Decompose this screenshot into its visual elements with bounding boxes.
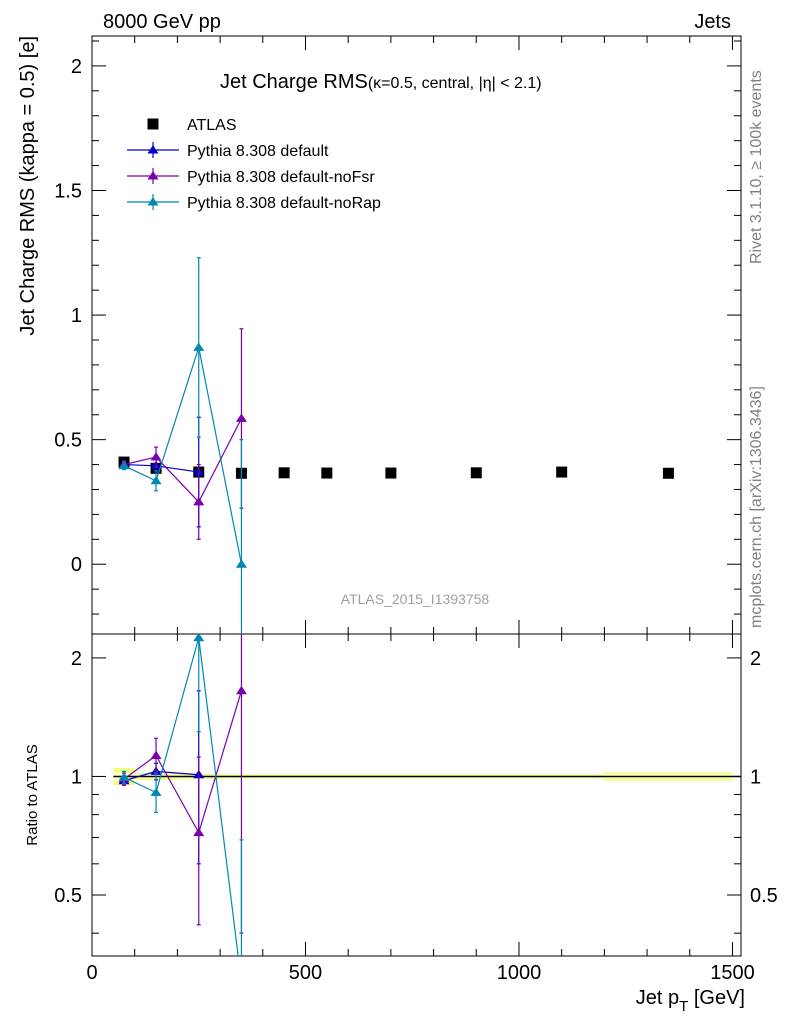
- ratio-marker-2: [150, 787, 162, 797]
- legend-entry-label: Pythia 8.308 default-noFsr: [187, 169, 375, 186]
- y-axis-label: Jet Charge RMS (kappa = 0.5) [e]: [17, 36, 39, 336]
- legend-marker: [147, 171, 159, 180]
- ratio-marker-2: [236, 977, 247, 985]
- ratio-y-tick-label-right: 0.5: [750, 885, 778, 907]
- atlas-data-point: [470, 467, 482, 479]
- ratio-marker-1: [235, 685, 247, 695]
- category-label: Jets: [694, 11, 731, 33]
- chart-title: Jet Charge RMS(κ=0.5, central, |η| < 2.1…: [220, 71, 542, 93]
- x-axis-label-unit: [GeV]: [688, 987, 745, 1009]
- analysis-watermark: ATLAS_2015_I1393758: [341, 591, 490, 607]
- legend-marker-atlas: [147, 118, 159, 130]
- main-y-tick-label: 0.5: [54, 430, 82, 452]
- x-tick-label: 1500: [710, 962, 755, 984]
- ratio-series-layer: [118, 634, 247, 985]
- atlas-data-point: [556, 466, 568, 478]
- legend: ATLAS Pythia 8.308 default Pythia 8.308 de…: [127, 117, 381, 212]
- ratio-plot-frame: [91, 633, 742, 957]
- ratio-y-tick-label-right: 1: [750, 766, 761, 788]
- main-y-tick-label: 1.5: [54, 180, 82, 202]
- atlas-data-point: [385, 467, 397, 479]
- ratio-line-1: [123, 690, 243, 835]
- chart-title-main: Jet Charge RMS: [220, 71, 368, 93]
- series-line-3: [123, 347, 243, 565]
- x-tick-label: 1000: [497, 962, 542, 984]
- main-series-layer: [118, 257, 674, 634]
- legend-entry-label: Pythia 8.308 default-noRap: [187, 195, 381, 212]
- legend-marker: [147, 145, 159, 154]
- ratio-marker-1: [193, 827, 205, 837]
- legend-entry-label: ATLAS: [187, 117, 237, 134]
- axes-layer: 0 500 1000 1500 0 0.5 1 1.5 2 0.5 0.5 1 1 2 2: [54, 36, 778, 984]
- x-axis-label-sub: T: [679, 998, 688, 1015]
- series-marker-3: [193, 342, 205, 351]
- ratio-y-tick-label-left: 0.5: [54, 885, 82, 907]
- ratio-marker-1: [150, 750, 162, 760]
- ratio-y-tick-label-right: 2: [750, 648, 761, 670]
- series-marker-3: [150, 475, 162, 485]
- ratio-band-layer: [113, 768, 741, 786]
- ratio-line-2: [123, 637, 239, 956]
- ratio-marker-2: [193, 634, 205, 642]
- main-y-tick-label: 0: [71, 554, 82, 576]
- main-y-tick-label: 2: [71, 56, 82, 78]
- series-marker-3: [118, 460, 130, 470]
- series-marker-3: [235, 559, 247, 568]
- ratio-marker-2: [118, 772, 130, 781]
- atlas-data-point: [662, 467, 674, 479]
- atlas-data-point: [278, 467, 290, 479]
- x-axis-label-main: Jet p: [636, 987, 679, 1009]
- atlas-data-point: [321, 467, 333, 479]
- main-y-tick-label: 1: [71, 305, 82, 327]
- chart-subtitle: (κ=0.5, central, |η| < 2.1): [368, 75, 542, 92]
- series-marker-2: [150, 452, 162, 461]
- rivet-label: Rivet 3.1.10, ≥ 100k events: [748, 70, 765, 264]
- ratio-y-tick-label-left: 2: [71, 648, 82, 670]
- x-tick-label: 0: [86, 962, 97, 984]
- ratio-y-tick-label-left: 1: [71, 766, 82, 788]
- legend-entry-label: Pythia 8.308 default: [187, 143, 329, 160]
- mcplots-label: mcplots.cern.ch [arXiv:1306.3436]: [748, 386, 765, 628]
- ratio-y-axis-label: Ratio to ATLAS: [24, 744, 41, 845]
- legend-marker: [147, 197, 159, 206]
- x-axis-label: Jet pT [GeV]: [636, 987, 745, 1015]
- series-marker-2: [235, 413, 247, 422]
- x-tick-label: 500: [289, 962, 322, 984]
- series-line-2: [123, 418, 242, 503]
- beam-label: 8000 GeV pp: [103, 11, 221, 33]
- series-marker-2: [193, 496, 205, 506]
